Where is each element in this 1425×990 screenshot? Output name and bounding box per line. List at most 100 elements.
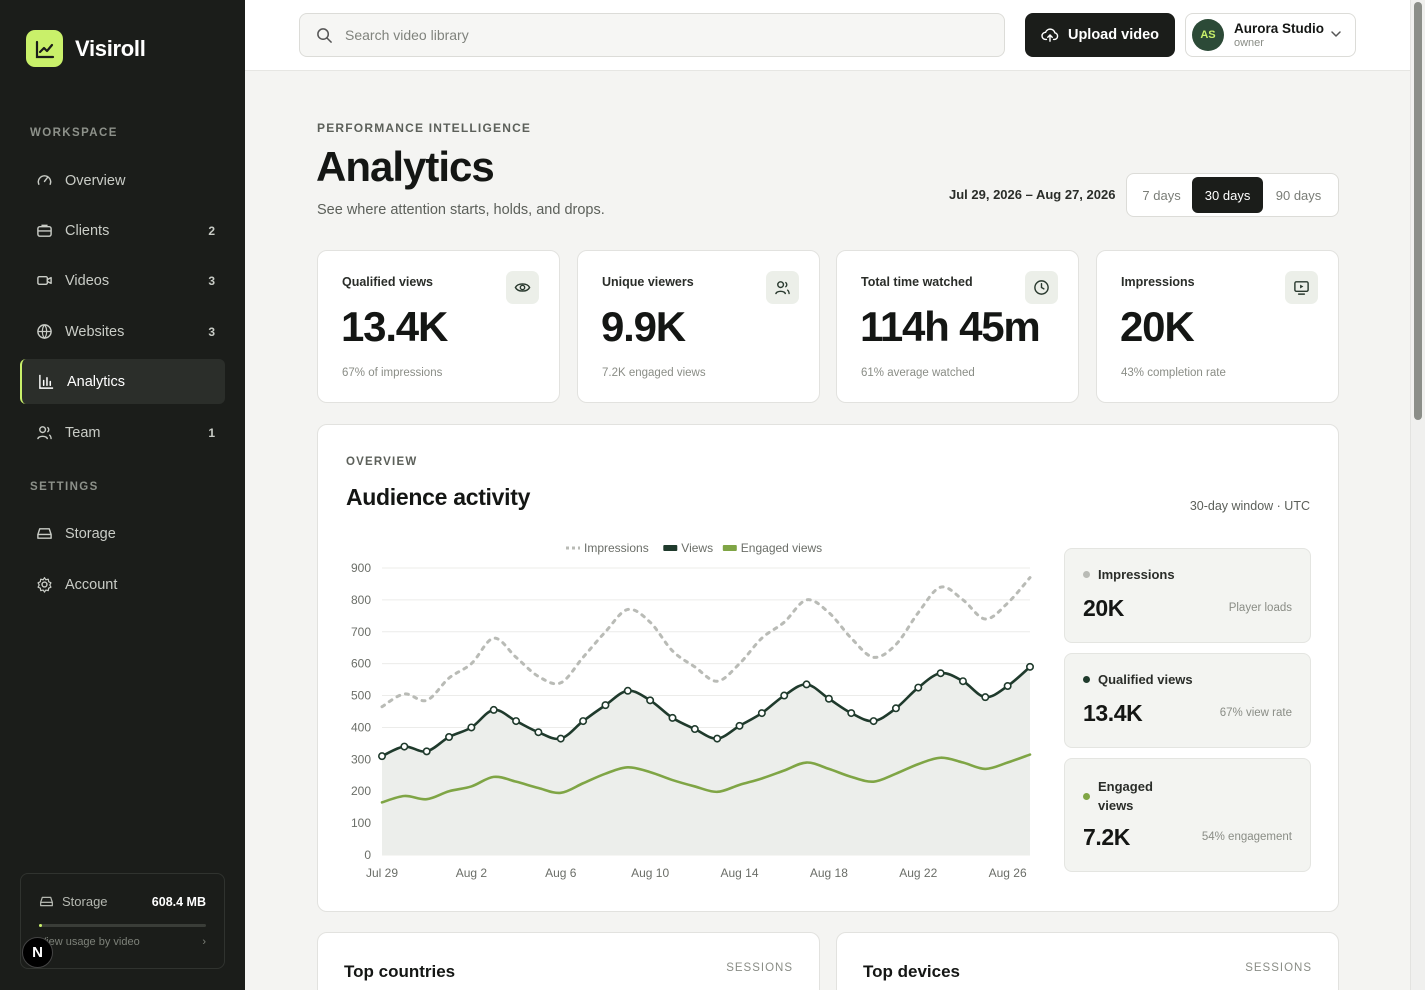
logo-mark-icon bbox=[26, 30, 63, 67]
views-point bbox=[1025, 662, 1034, 671]
sidebar-item-videos[interactable]: Videos 3 bbox=[20, 258, 225, 303]
stat-note: Player loads bbox=[1228, 602, 1292, 614]
stat-card-qualified-views: Qualified views 13.4K 67% view rate bbox=[1064, 653, 1311, 748]
next-dev-badge-icon[interactable]: N bbox=[22, 937, 53, 968]
storage-usage-link[interactable]: View usage by video › bbox=[39, 936, 206, 948]
sidebar-item-overview[interactable]: Overview bbox=[20, 158, 225, 203]
views-point bbox=[1003, 681, 1012, 690]
x-tick-label: Aug 14 bbox=[720, 866, 758, 880]
avatar: AS bbox=[1192, 19, 1224, 51]
y-tick-label: 700 bbox=[351, 625, 371, 639]
sessions-column-label: SESSIONS bbox=[1245, 962, 1312, 974]
kpi-label: Qualified views bbox=[342, 275, 434, 289]
range-toggle: 7 days 30 days 90 days bbox=[1126, 173, 1339, 217]
monitor-play-icon bbox=[1285, 271, 1318, 304]
views-point bbox=[735, 721, 744, 730]
views-point bbox=[400, 742, 409, 751]
sidebar: Visiroll WORKSPACE Overview Clients 2 Vi… bbox=[0, 0, 245, 990]
account-menu[interactable]: AS Aurora Studio owner bbox=[1185, 13, 1356, 57]
sidebar-item-label: Clients bbox=[65, 222, 110, 239]
sidebar-item-account[interactable]: Account bbox=[20, 562, 225, 607]
kpi-note: 43% completion rate bbox=[1121, 367, 1226, 379]
scrollbar-thumb[interactable] bbox=[1414, 2, 1422, 420]
range-90-days-button[interactable]: 90 days bbox=[1275, 187, 1322, 203]
legend-dot bbox=[1083, 676, 1090, 683]
views-point bbox=[936, 669, 945, 678]
cloud-upload-icon bbox=[1041, 27, 1059, 43]
y-tick-label: 900 bbox=[351, 561, 371, 575]
top-devices-card: Top devices SESSIONS bbox=[836, 932, 1339, 990]
bar-chart-icon bbox=[37, 373, 55, 391]
storage-usage-card[interactable]: Storage 608.4 MB View usage by video › bbox=[20, 873, 225, 969]
workspace-section-label: WORKSPACE bbox=[30, 127, 118, 139]
sidebar-item-count: 3 bbox=[208, 273, 215, 288]
kpi-label: Impressions bbox=[1121, 275, 1195, 289]
stat-note: 54% engagement bbox=[1201, 831, 1292, 843]
gear-icon bbox=[35, 576, 53, 594]
stat-name: Qualified views bbox=[1098, 672, 1193, 687]
storage-label: Storage bbox=[62, 894, 108, 909]
top-devices-title: Top devices bbox=[863, 962, 960, 981]
kpi-card-qualified-views: Qualified views 13.4K 67% of impressions bbox=[317, 250, 560, 403]
page-scrollbar[interactable] bbox=[1410, 0, 1425, 990]
x-tick-label: Aug 2 bbox=[456, 866, 488, 880]
eye-icon bbox=[506, 271, 539, 304]
brand-name: Visiroll bbox=[75, 35, 146, 61]
search-input[interactable]: Search video library bbox=[299, 13, 1005, 57]
views-point bbox=[981, 693, 990, 702]
topbar: Search video library Upload video AS Aur… bbox=[245, 0, 1410, 71]
views-point bbox=[445, 733, 454, 742]
user-role: owner bbox=[1234, 37, 1264, 49]
page-title: Analytics bbox=[316, 143, 495, 190]
y-tick-label: 200 bbox=[351, 784, 371, 798]
views-point bbox=[467, 723, 476, 732]
engaged-views-legend-swatch bbox=[722, 545, 737, 551]
overview-window-label: 30-day window · UTC bbox=[1189, 499, 1310, 513]
views-point bbox=[668, 713, 677, 722]
views-point bbox=[579, 717, 588, 726]
views-point bbox=[601, 701, 610, 710]
sidebar-item-analytics[interactable]: Analytics bbox=[20, 359, 225, 404]
upload-button-label: Upload video bbox=[1067, 27, 1160, 43]
stat-name: Impressions bbox=[1098, 567, 1175, 582]
stat-note: 67% view rate bbox=[1219, 707, 1292, 719]
views-point bbox=[958, 677, 967, 686]
storage-value: 608.4 MB bbox=[151, 894, 206, 909]
sidebar-item-team[interactable]: Team 1 bbox=[20, 410, 225, 455]
kpi-value: 13.4K bbox=[341, 303, 448, 350]
views-legend-label: Views bbox=[681, 541, 713, 555]
clock-icon bbox=[1025, 271, 1058, 304]
kpi-note: 67% of impressions bbox=[342, 367, 443, 379]
views-point bbox=[489, 705, 498, 714]
x-tick-label: Aug 6 bbox=[545, 866, 577, 880]
impressions-line bbox=[380, 576, 1032, 709]
settings-section-label: SETTINGS bbox=[30, 481, 99, 493]
views-point bbox=[377, 752, 386, 761]
search-icon bbox=[316, 27, 333, 44]
x-tick-label: Aug 18 bbox=[810, 866, 848, 880]
brand-logo[interactable]: Visiroll bbox=[26, 30, 146, 67]
sidebar-item-clients[interactable]: Clients 2 bbox=[20, 208, 225, 253]
overview-eyebrow: OVERVIEW bbox=[346, 456, 418, 468]
globe-icon bbox=[35, 323, 53, 341]
sessions-column-label: SESSIONS bbox=[726, 962, 793, 974]
sidebar-item-storage[interactable]: Storage bbox=[20, 511, 225, 556]
overview-title: Audience activity bbox=[346, 484, 531, 510]
range-7-days-button[interactable]: 7 days bbox=[1142, 187, 1181, 203]
stat-card-impressions: Impressions 20K Player loads bbox=[1064, 548, 1311, 643]
x-tick-label: Aug 22 bbox=[899, 866, 937, 880]
views-point bbox=[780, 691, 789, 700]
y-tick-label: 100 bbox=[351, 816, 371, 830]
kpi-value: 114h 45m bbox=[860, 303, 1041, 350]
sidebar-item-count: 1 bbox=[208, 425, 215, 440]
kpi-card-impressions: Impressions 20K 43% completion rate bbox=[1096, 250, 1339, 403]
x-tick-label: Jul 29 bbox=[366, 866, 398, 880]
sidebar-item-label: Storage bbox=[65, 525, 116, 542]
y-tick-label: 300 bbox=[351, 752, 371, 766]
range-30-days-button[interactable]: 30 days bbox=[1192, 177, 1264, 213]
views-point bbox=[824, 694, 833, 703]
upload-video-button[interactable]: Upload video bbox=[1025, 13, 1175, 57]
sidebar-item-websites[interactable]: Websites 3 bbox=[20, 309, 225, 354]
y-tick-label: 400 bbox=[351, 720, 371, 734]
storage-progress-fill bbox=[39, 924, 43, 927]
